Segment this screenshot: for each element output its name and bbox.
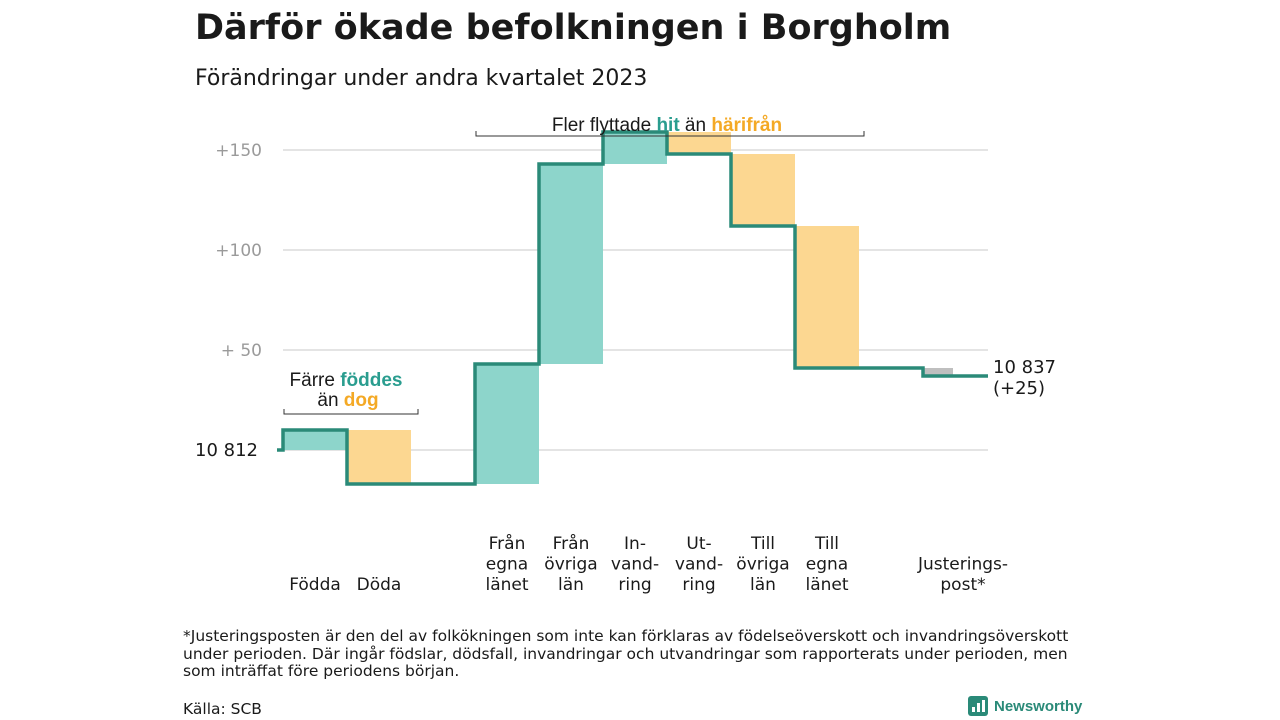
- category-label: län: [558, 575, 584, 595]
- category-label: In-: [624, 534, 646, 554]
- waterfall-bar: [731, 154, 795, 226]
- waterfall-bar: [283, 430, 347, 450]
- waterfall-bar: [603, 132, 667, 164]
- category-label: länet: [805, 575, 848, 595]
- y-tick-label: + 50: [221, 341, 262, 361]
- category-label: egna: [486, 555, 528, 575]
- start-value-label: 10 812: [195, 440, 258, 461]
- y-tick-label: +150: [215, 141, 262, 161]
- category-label: ring: [682, 575, 715, 595]
- migration-annotation-bracket: [475, 131, 865, 137]
- category-label: övriga: [544, 555, 597, 575]
- y-tick-label: +100: [215, 241, 262, 261]
- waterfall-bar: [475, 364, 539, 484]
- category-label: Ut-: [686, 534, 711, 554]
- brand: Newsworthy: [968, 696, 1082, 716]
- births-annotation-line2: än dog: [317, 390, 378, 411]
- category-label: Födda: [289, 575, 341, 595]
- category-label: län: [750, 575, 776, 595]
- waterfall-bar: [667, 132, 731, 154]
- waterfall-bar: [347, 430, 411, 484]
- waterfall-bar: [795, 226, 859, 368]
- waterfall-bar: [923, 368, 953, 376]
- newsworthy-logo-icon: [968, 696, 988, 716]
- category-label: Till: [750, 534, 775, 554]
- end-change-label: (+25): [993, 378, 1045, 399]
- category-label: Till: [814, 534, 839, 554]
- category-label: Från: [553, 533, 590, 554]
- migration-annotation: Fler flyttade hit än härifrån: [552, 115, 782, 136]
- end-value-label: 10 837: [993, 357, 1056, 378]
- brand-name: Newsworthy: [994, 697, 1083, 715]
- footnote: *Justeringsposten är den del av folkökni…: [183, 627, 1069, 680]
- category-label: post*: [940, 575, 985, 595]
- category-label: övriga: [736, 555, 789, 575]
- category-label: vand-: [675, 555, 723, 575]
- category-label: egna: [806, 555, 848, 575]
- category-label: Döda: [357, 575, 402, 595]
- category-label: ring: [618, 575, 651, 595]
- waterfall-bar: [539, 164, 603, 364]
- category-label: Justerings-: [917, 555, 1008, 575]
- births-annotation-line1: Färre föddes: [290, 370, 403, 391]
- category-label: vand-: [611, 555, 659, 575]
- category-label: Från: [489, 533, 526, 554]
- running-total-line: [277, 130, 988, 486]
- source-label: Källa: SCB: [183, 700, 262, 718]
- chart-subtitle: Förändringar under andra kvartalet 2023: [195, 66, 648, 91]
- category-label: länet: [485, 575, 528, 595]
- chart-title: Därför ökade befolkningen i Borgholm: [195, 8, 952, 48]
- births-annotation-bracket: [283, 409, 419, 415]
